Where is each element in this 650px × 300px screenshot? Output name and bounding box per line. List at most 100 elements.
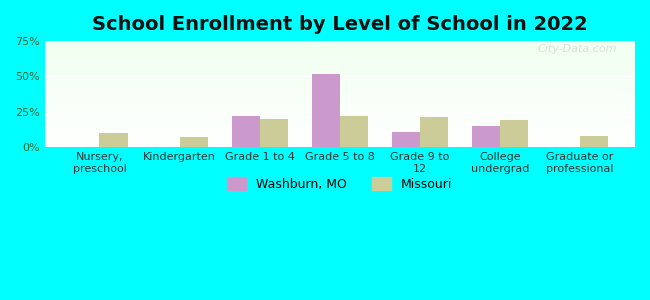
Bar [45,112,635,113]
Bar [45,133,635,134]
Bar [45,100,635,101]
Bar [500,120,528,147]
Bar [45,136,635,138]
Bar [45,105,635,106]
Bar [45,95,635,96]
Bar [45,77,635,78]
Bar [45,129,635,130]
Bar [45,44,635,45]
Bar [45,110,635,111]
Bar [45,67,635,68]
Bar [45,134,635,136]
Bar [45,108,635,109]
Bar [45,62,635,63]
Bar [45,80,635,81]
Bar [45,85,635,86]
Bar [45,74,635,75]
Bar [472,126,500,147]
Bar [45,132,635,133]
Bar [45,82,635,83]
Bar [45,90,635,91]
Bar [45,49,635,50]
Bar [45,61,635,62]
Bar [45,124,635,125]
Bar [45,113,635,114]
Bar [45,101,635,103]
Bar [45,128,635,129]
Bar [45,57,635,58]
Bar [45,114,635,115]
Bar [580,136,608,147]
Bar [45,72,635,73]
Bar [45,146,635,147]
Bar [179,137,207,147]
Bar [420,117,448,147]
Bar [45,131,635,132]
Bar [45,97,635,98]
Bar [45,41,635,42]
Bar [45,121,635,122]
Bar [45,81,635,83]
Bar [45,79,635,80]
Bar [45,143,635,144]
Bar [45,104,635,105]
Bar [45,98,635,99]
Bar [45,56,635,57]
Bar [45,88,635,89]
Bar [260,119,288,147]
Bar [45,103,635,104]
Bar [45,126,635,127]
Bar [45,46,635,47]
Bar [45,111,635,112]
Bar [45,51,635,52]
Bar [99,133,127,147]
Bar [45,117,635,119]
Bar [45,118,635,120]
Bar [45,139,635,140]
Bar [45,64,635,65]
Bar [45,142,635,143]
Bar [45,47,635,49]
Bar [340,116,368,147]
Bar [45,93,635,94]
Bar [45,87,635,88]
Bar [45,53,635,54]
Bar [45,145,635,146]
Bar [45,106,635,107]
Bar [45,76,635,77]
Bar [45,65,635,67]
Bar [45,71,635,72]
Text: City-Data.com: City-Data.com [538,44,618,54]
Bar [45,85,635,87]
Bar [45,69,635,70]
Bar [45,99,635,101]
Bar [45,107,635,108]
Bar [45,125,635,126]
Bar [45,50,635,51]
Bar [392,132,420,147]
Bar [45,60,635,61]
Bar [45,43,635,44]
Bar [45,91,635,92]
Bar [45,138,635,139]
Bar [45,68,635,69]
Legend: Washburn, MO, Missouri: Washburn, MO, Missouri [222,172,457,196]
Bar [45,54,635,55]
Bar [45,122,635,123]
Bar [45,144,635,145]
Bar [45,130,635,131]
Bar [45,89,635,90]
Bar [45,45,635,46]
Bar [45,78,635,79]
Bar [45,127,635,128]
Title: School Enrollment by Level of School in 2022: School Enrollment by Level of School in … [92,15,588,34]
Bar [45,92,635,93]
Bar [45,63,635,64]
Bar [45,115,635,116]
Bar [45,83,635,85]
Bar [45,42,635,43]
Bar [45,96,635,97]
Bar [45,123,635,124]
Bar [45,120,635,121]
Bar [45,58,635,59]
